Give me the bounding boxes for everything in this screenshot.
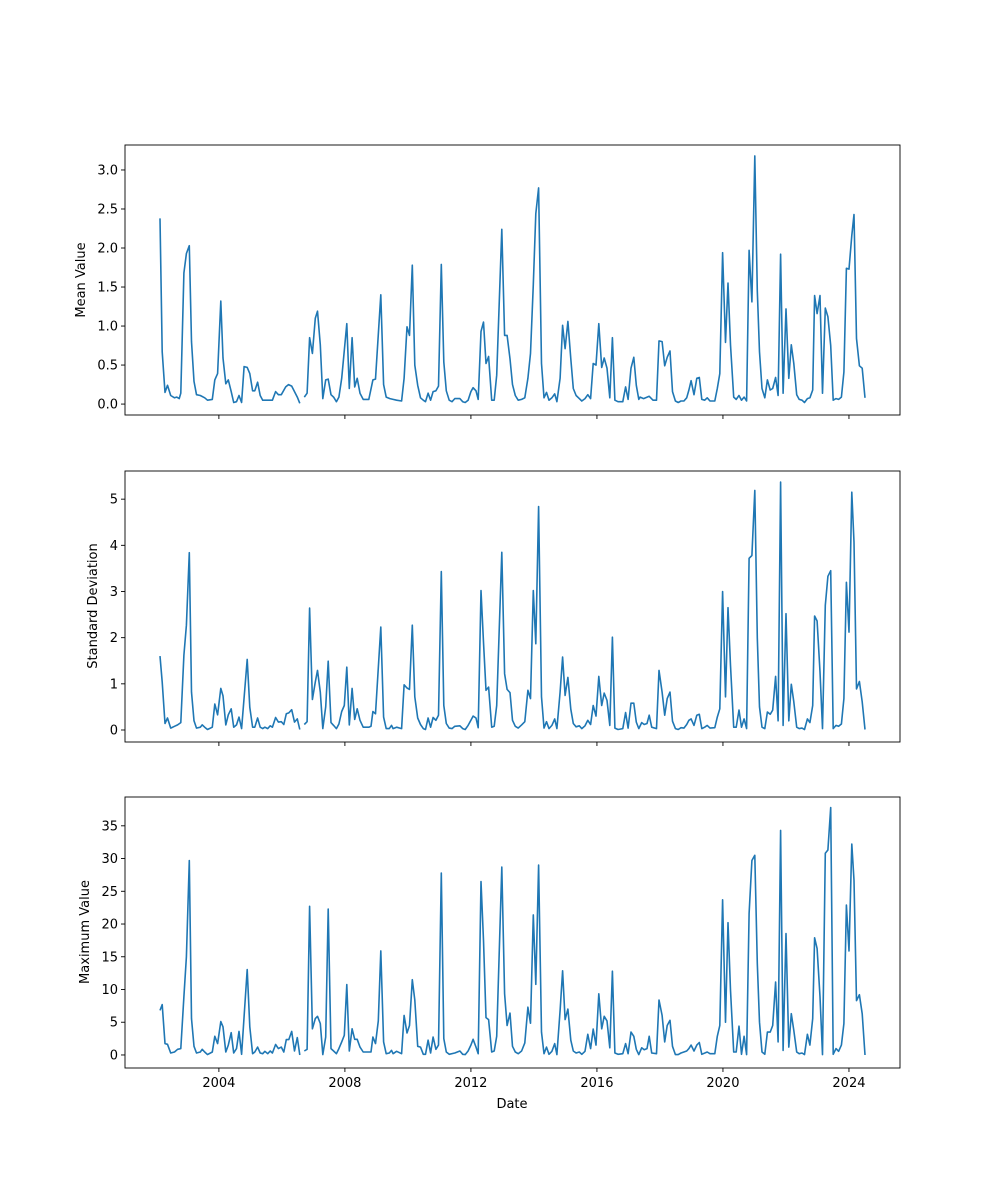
x-tick-label: 2024: [832, 1076, 865, 1091]
x-axis-label: Date: [496, 1097, 527, 1112]
y-axis-label-max: Maximum Value: [78, 880, 93, 984]
x-tick-label: 2020: [706, 1076, 739, 1091]
x-tick-label: 2012: [454, 1076, 487, 1091]
y-tick-label: 2: [110, 631, 118, 646]
x-tick-label: 2004: [202, 1076, 235, 1091]
y-tick-label: 10: [101, 983, 118, 998]
series-line-mean: [159, 155, 866, 404]
y-tick-label: 2.0: [97, 242, 118, 257]
std-plot-area: 0 1 2 3 4 5: [110, 470, 901, 746]
y-axis-label-mean: Mean Value: [74, 242, 89, 317]
axes-frame-max: [124, 796, 901, 1069]
max-plot-area: 0 5 10 15 20 25 30 35 2004 2008 2012 2016 2020 2024: [101, 796, 901, 1091]
x-tick-label: 2016: [580, 1076, 613, 1091]
series-line-max: [159, 806, 866, 1056]
subplot-std: 0 1 2 3 4 5 Standard Deviation: [86, 470, 901, 746]
y-tick-label: 4: [110, 539, 118, 554]
y-tick-label: 0.5: [97, 359, 118, 374]
y-tick-label: 35: [101, 819, 118, 834]
subplot-max: 0 5 10 15 20 25 30 35 2004 2008 2012 2016 2020 2024 M…: [78, 796, 901, 1112]
y-tick-label: 2.5: [97, 202, 118, 217]
y-tick-label: 5: [110, 1016, 118, 1031]
y-tick-label: 1.5: [97, 281, 118, 296]
x-tick-label: 2008: [328, 1076, 361, 1091]
y-tick-label: 3.0: [97, 163, 118, 178]
mean-plot-area: 0.0 0.5 1.0 1.5 2.0 2.5 3.0: [97, 144, 901, 419]
y-tick-label: 1: [110, 677, 118, 692]
y-tick-label: 5: [110, 493, 118, 508]
y-tick-label: 3: [110, 585, 118, 600]
y-tick-label: 0: [110, 723, 118, 738]
y-tick-label: 15: [101, 950, 118, 965]
axes-frame-mean: [124, 144, 901, 416]
y-tick-label: 0: [110, 1048, 118, 1063]
y-axis-label-std: Standard Deviation: [86, 543, 101, 668]
series-line-std: [159, 481, 866, 731]
y-tick-label: 25: [101, 885, 118, 900]
y-tick-label: 0.0: [97, 398, 118, 413]
y-tick-label: 1.0: [97, 320, 118, 335]
y-tick-label: 30: [101, 852, 118, 867]
subplot-mean: 0.0 0.5 1.0 1.5 2.0 2.5 3.0 Mean Value: [74, 144, 901, 419]
y-tick-label: 20: [101, 918, 118, 933]
axes-frame-std: [124, 470, 901, 743]
